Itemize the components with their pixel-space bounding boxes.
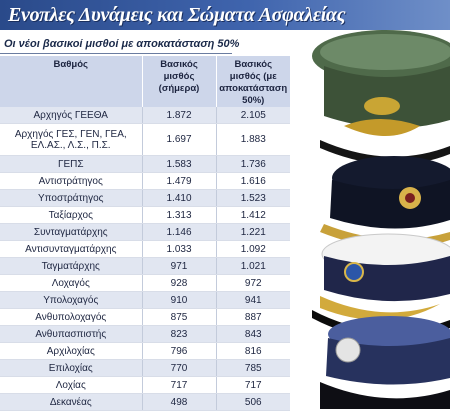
officer-caps-image (312, 30, 450, 409)
salary-today-cell: 796 (142, 342, 217, 360)
table-row: Αρχηγός ΓΕΣ, ΓΕΝ, ΓΕΑ, ΕΛ.ΑΣ., Λ.Σ., Π.Σ… (0, 123, 290, 156)
rank-cell: Αρχηγός ΓΕΕΘΑ (0, 107, 143, 124)
rank-cell: Ανθυπασπιστής (0, 325, 143, 343)
rank-cell: Ταξίαρχος (0, 206, 143, 224)
salary-restored-cell: 887 (216, 308, 290, 326)
salary-restored-cell: 1.616 (216, 172, 290, 190)
rank-cell: Λοχαγός (0, 274, 143, 292)
salary-restored-cell: 1.412 (216, 206, 290, 224)
salary-restored-cell: 1.883 (216, 123, 290, 156)
salary-restored-cell: 972 (216, 274, 290, 292)
salary-table: Βαθμός Βασικός μισθός (σήμερα) Βασικός μ… (0, 56, 290, 411)
salary-today-cell: 928 (142, 274, 217, 292)
green-officer-cap (312, 30, 450, 165)
salary-restored-cell: 785 (216, 359, 290, 377)
salary-restored-cell: 2.105 (216, 107, 290, 124)
rank-cell: Επιλοχίας (0, 359, 143, 377)
table-row: Λοχαγός 928 972 (0, 274, 290, 292)
table-row: Ταγματάρχης 971 1.021 (0, 257, 290, 275)
salary-today-cell: 910 (142, 291, 217, 309)
rank-cell: Υποστράτηγος (0, 189, 143, 207)
rank-cell: ΓΕΠΣ (0, 155, 143, 173)
salary-restored-cell: 506 (216, 393, 290, 411)
table-row: Ταξίαρχος 1.313 1.412 (0, 206, 290, 224)
rank-cell: Ταγματάρχης (0, 257, 143, 275)
salary-today-cell: 1.313 (142, 206, 217, 224)
table-row: Δεκανέας 498 506 (0, 393, 290, 411)
table-row: ΓΕΠΣ 1.583 1.736 (0, 155, 290, 173)
salary-today-cell: 1.033 (142, 240, 217, 258)
rank-cell: Αρχηγός ΓΕΣ, ΓΕΝ, ΓΕΑ, ΕΛ.ΑΣ., Λ.Σ., Π.Σ… (0, 123, 143, 156)
salary-restored-cell: 717 (216, 376, 290, 394)
rank-cell: Αντισυνταγματάρχης (0, 240, 143, 258)
table-header-row: Βαθμός Βασικός μισθός (σήμερα) Βασικός μ… (0, 56, 290, 107)
rank-cell: Συνταγματάρχης (0, 223, 143, 241)
table-row: Υποστράτηγος 1.410 1.523 (0, 189, 290, 207)
rank-cell: Αρχιλοχίας (0, 342, 143, 360)
salary-today-cell: 1.479 (142, 172, 217, 190)
table-body: Αρχηγός ΓΕΕΘΑ 1.872 2.105 Αρχηγός ΓΕΣ, ΓΕΝ,… (0, 107, 290, 411)
table-row: Ανθυπασπιστής 823 843 (0, 325, 290, 343)
salary-today-cell: 875 (142, 308, 217, 326)
salary-today-cell: 717 (142, 376, 217, 394)
salary-restored-cell: 843 (216, 325, 290, 343)
salary-today-cell: 498 (142, 393, 217, 411)
rank-cell: Λοχίας (0, 376, 143, 394)
salary-restored-cell: 941 (216, 291, 290, 309)
salary-restored-cell: 816 (216, 342, 290, 360)
table-row: Αρχηγός ΓΕΕΘΑ 1.872 2.105 (0, 107, 290, 124)
salary-today-cell: 971 (142, 257, 217, 275)
officer-caps-photo (290, 28, 450, 409)
column-header-rank: Βαθμός (0, 56, 143, 107)
rank-cell: Υπολοχαγός (0, 291, 143, 309)
header-band: Ενοπλες Δυνάμεις και Σώματα Ασφαλείας (0, 0, 450, 30)
table-row: Αρχιλοχίας 796 816 (0, 342, 290, 360)
table-row: Συνταγματάρχης 1.146 1.221 (0, 223, 290, 241)
table-row: Αντιστράτηγος 1.479 1.616 (0, 172, 290, 190)
column-header-today: Βασικός μισθός (σήμερα) (142, 56, 217, 107)
salary-today-cell: 770 (142, 359, 217, 377)
salary-restored-cell: 1.736 (216, 155, 290, 173)
salary-today-cell: 1.872 (142, 107, 217, 124)
blue-police-cap (320, 316, 450, 409)
page-title: Ενοπλες Δυνάμεις και Σώματα Ασφαλείας (8, 4, 346, 26)
salary-today-cell: 1.146 (142, 223, 217, 241)
salary-restored-cell: 1.092 (216, 240, 290, 258)
salary-today-cell: 1.410 (142, 189, 217, 207)
table-row: Επιλοχίας 770 785 (0, 359, 290, 377)
table-row: Λοχίας 717 717 (0, 376, 290, 394)
salary-today-cell: 823 (142, 325, 217, 343)
salary-restored-cell: 1.221 (216, 223, 290, 241)
table-row: Ανθυπολοχαγός 875 887 (0, 308, 290, 326)
salary-restored-cell: 1.523 (216, 189, 290, 207)
subtitle-rule (0, 53, 232, 54)
table-row: Υπολοχαγός 910 941 (0, 291, 290, 309)
rank-cell: Αντιστράτηγος (0, 172, 143, 190)
rank-cell: Ανθυπολοχαγός (0, 308, 143, 326)
salary-today-cell: 1.697 (142, 123, 217, 156)
salary-today-cell: 1.583 (142, 155, 217, 173)
table-row: Αντισυνταγματάρχης 1.033 1.092 (0, 240, 290, 258)
salary-restored-cell: 1.021 (216, 257, 290, 275)
rank-cell: Δεκανέας (0, 393, 143, 411)
column-header-restored: Βασικός μισθός (με αποκατάσταση 50%) (216, 56, 290, 107)
table-subtitle: Οι νέοι βασικοί μισθοί με αποκατάσταση 5… (4, 38, 240, 50)
